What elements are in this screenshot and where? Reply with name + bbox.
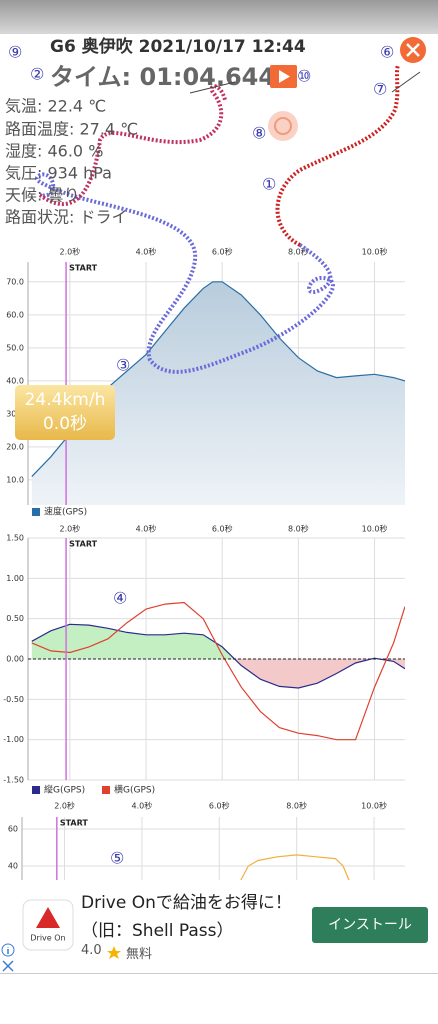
condition: 路面温度: 27.4 ℃ [5, 120, 138, 139]
series-line [238, 854, 352, 885]
y-tick-label: -0.50 [3, 695, 24, 704]
ad-title: Drive Onで給油をお得に！（旧：Shell Pass） [81, 893, 292, 941]
condition: 気圧: 934 hPa [5, 164, 112, 183]
x-tick-label: 10.0秒 [361, 801, 387, 811]
x-tick-label: 2.0秒 [60, 524, 81, 534]
speed-box [15, 385, 115, 440]
area-fill [31, 281, 405, 505]
start-label: START [69, 264, 98, 273]
y-tick-label: 1.00 [6, 574, 24, 583]
x-tick-label: 8.0秒 [288, 247, 309, 257]
trace-segment [275, 64, 400, 247]
annotation: ⑤ [110, 849, 124, 868]
x-tick-label: 8.0秒 [286, 801, 307, 811]
y-tick-label: -1.50 [3, 776, 24, 785]
area-fill [31, 624, 405, 659]
x-tick-label: 10.0秒 [362, 524, 388, 534]
start-label: START [60, 819, 89, 828]
y-tick-label: 60 [8, 825, 18, 834]
x-tick-label: 4.0秒 [136, 524, 157, 534]
annotation: ① [262, 175, 276, 194]
legend-swatch [102, 786, 110, 794]
annotation: ④ [113, 589, 127, 608]
x-tick-label: 4.0秒 [132, 801, 153, 811]
ad-logo-mark [36, 907, 60, 928]
ad-banner: Drive On Drive Onで給油をお得に！（旧：Shell Pass） … [0, 880, 438, 974]
legend-swatch [32, 508, 40, 516]
ad-rating: 4.0 [81, 943, 102, 958]
star-icon [107, 946, 121, 959]
ad-graphics: Drive On [1, 899, 121, 972]
y-tick-label: 10.0 [6, 475, 24, 484]
play-icon [279, 70, 290, 83]
annotation: ③ [116, 356, 130, 375]
x-tick-label: 2.0秒 [60, 247, 81, 257]
legend-swatch [32, 786, 40, 794]
x-tick-label: 6.0秒 [212, 524, 233, 534]
annotation: ⑩ [297, 67, 311, 86]
session-title: G6 奥伊吹 2021/10/17 12:44 [50, 36, 306, 57]
legend-label: 横G(GPS) [114, 784, 155, 796]
info-icon[interactable] [1, 943, 15, 957]
y-tick-label: 60.0 [6, 310, 24, 319]
track-line [189, 71, 421, 94]
annotation: ② [30, 65, 44, 84]
position-dot [268, 111, 298, 141]
charts: 10.020.030.040.050.060.070.02.0秒4.0秒6.0秒… [3, 247, 405, 903]
legend-label: 速度(GPS) [44, 506, 87, 518]
track-trace [34, 64, 400, 374]
condition: 路面状況: ドライ [5, 208, 127, 227]
ad-price: 無料 [126, 947, 153, 962]
close-icon [406, 43, 420, 57]
condition: 湿度: 46.0 % [5, 142, 103, 161]
lap-time: タイム: 01:04.644 [50, 63, 275, 91]
x-tick-label: 6.0秒 [209, 801, 230, 811]
y-tick-label: 40 [8, 862, 18, 871]
x-tick-label: 2.0秒 [54, 801, 75, 811]
y-tick-label: 0.00 [6, 655, 24, 664]
annotation: ⑨ [8, 43, 22, 62]
series-line [31, 601, 405, 741]
close-ad-icon[interactable] [2, 960, 14, 972]
ad-logo-text: Drive On [30, 934, 65, 943]
x-tick-label: 10.0秒 [362, 247, 388, 257]
y-tick-label: 1.50 [6, 534, 24, 543]
y-tick-label: 50.0 [6, 343, 24, 352]
annotation: ⑧ [252, 124, 266, 143]
speed-value: 24.4km/h [25, 390, 106, 410]
series-line [31, 623, 405, 689]
trace-segment [34, 172, 335, 374]
y-tick-label: 20.0 [6, 442, 24, 451]
annotation: ⑦ [373, 80, 387, 99]
status-bar [0, 0, 438, 34]
condition: 気温: 22.4 ℃ [5, 97, 106, 116]
x-tick-label: 4.0秒 [136, 247, 157, 257]
elapsed-time: 0.0秒 [43, 414, 87, 434]
x-tick-label: 6.0秒 [212, 247, 233, 257]
annotation: ⑥ [380, 43, 394, 62]
x-tick-label: 8.0秒 [288, 524, 309, 534]
legend-label: 縦G(GPS) [44, 784, 85, 796]
area-fill [31, 659, 405, 688]
position-ring [274, 117, 292, 135]
y-tick-label: -1.00 [3, 735, 24, 744]
condition: 天候: 曇り [5, 186, 79, 205]
start-label: START [69, 540, 98, 549]
y-tick-label: 40.0 [6, 376, 24, 385]
y-tick-label: 70.0 [6, 277, 24, 286]
install-button[interactable]: インストール [312, 907, 428, 943]
y-tick-label: 0.50 [6, 614, 24, 623]
trace-segment [38, 84, 227, 207]
